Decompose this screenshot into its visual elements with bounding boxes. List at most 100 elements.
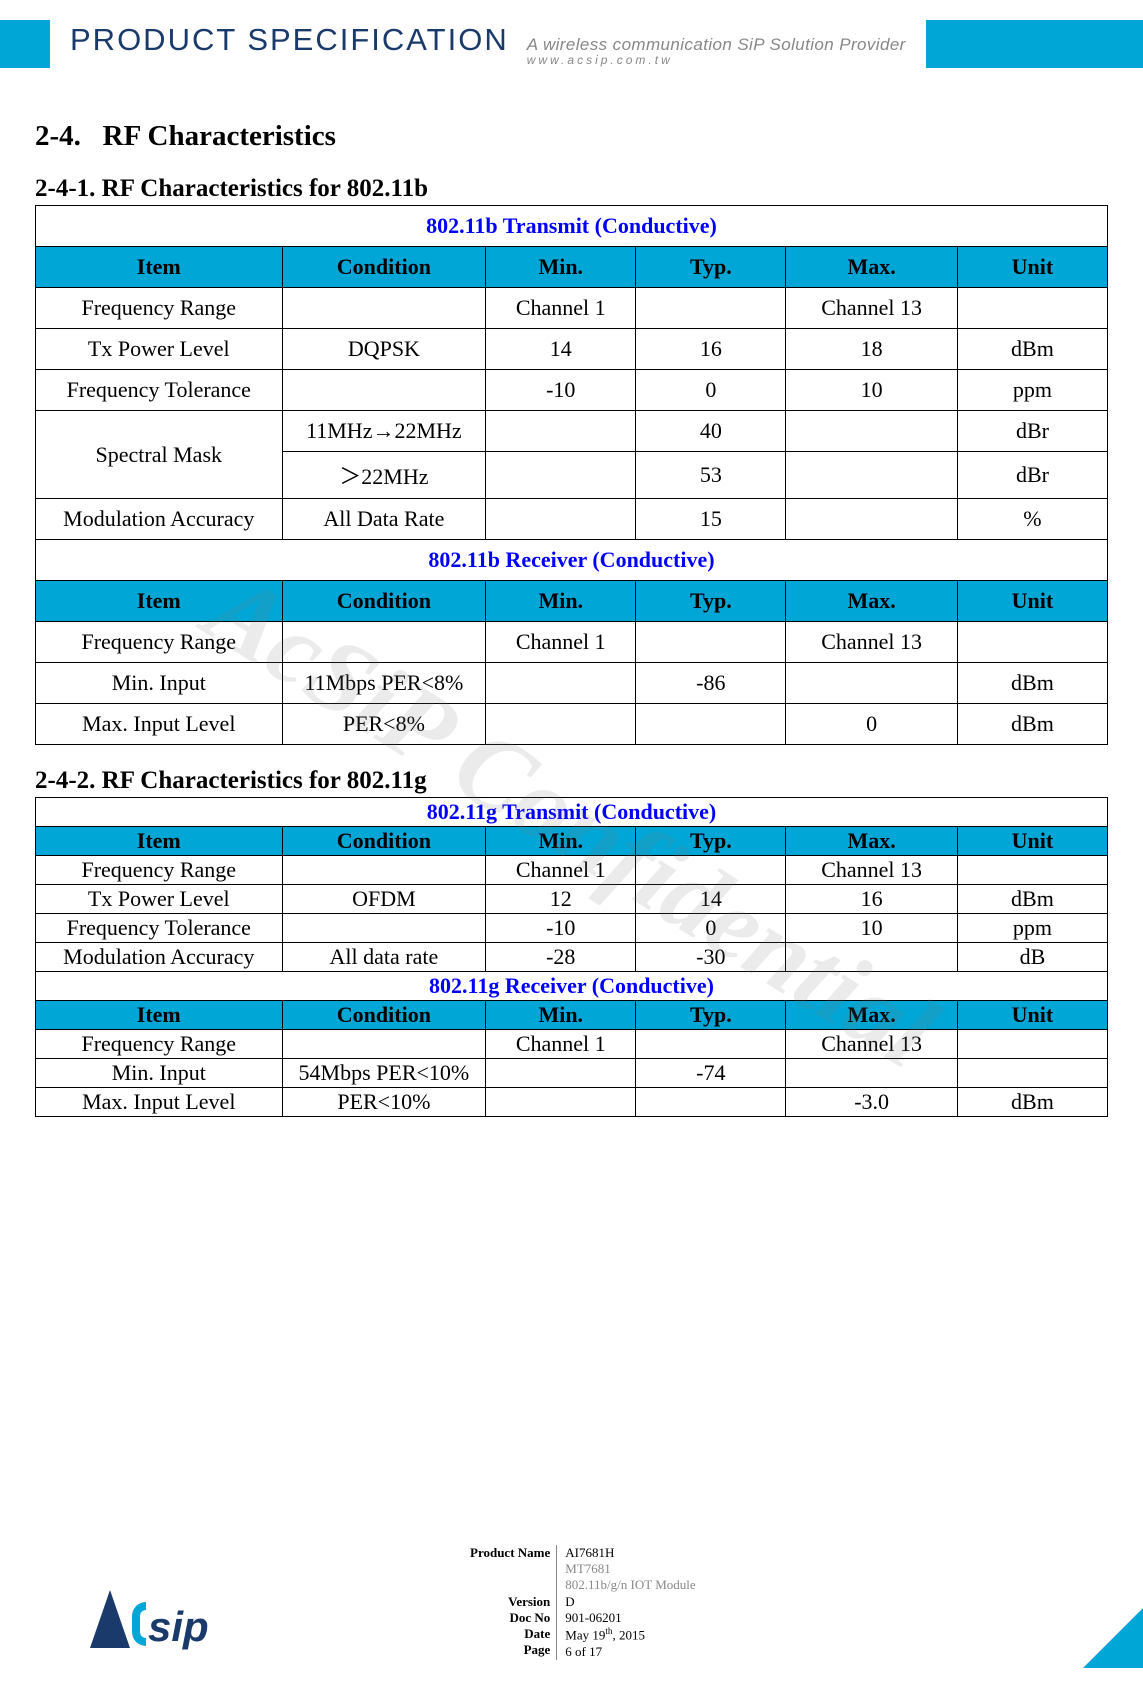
- cell-typ: -30: [636, 943, 786, 972]
- cell-cond: All data rate: [282, 943, 486, 972]
- cell-cond: ＞22MHz: [282, 452, 486, 499]
- cell-unit: [957, 856, 1107, 885]
- cell-item: Frequency Range: [36, 288, 283, 329]
- footer-meta-label: Product Name: [470, 1545, 550, 1561]
- table-column-header: Condition: [282, 581, 486, 622]
- cell-max: [786, 411, 958, 452]
- cell-typ: 0: [636, 914, 786, 943]
- cell-item: Modulation Accuracy: [36, 499, 283, 540]
- cell-typ: [636, 1030, 786, 1059]
- table-column-header: Unit: [957, 1001, 1107, 1030]
- cell-min: -28: [486, 943, 636, 972]
- cell-item: Tx Power Level: [36, 885, 283, 914]
- section-title: RF Characteristics: [103, 120, 336, 152]
- table-row: Max. Input LevelPER<10%-3.0dBm: [36, 1088, 1108, 1117]
- table-column-header: Max.: [786, 1001, 958, 1030]
- cell-min: [486, 411, 636, 452]
- cell-min: [486, 452, 636, 499]
- table-column-header: Condition: [282, 827, 486, 856]
- table-row: Modulation AccuracyAll Data Rate15%: [36, 499, 1108, 540]
- section-number: 2-4.: [35, 120, 81, 152]
- table-column-header: Typ.: [636, 1001, 786, 1030]
- cell-typ: 14: [636, 885, 786, 914]
- logo-mark-c: [132, 1602, 146, 1646]
- header-text-box: PRODUCT SPECIFICATION A wireless communi…: [50, 20, 926, 68]
- cell-min: [486, 1088, 636, 1117]
- subsection-heading: 2-4-1. RF Characteristics for 802.11b: [35, 175, 1108, 203]
- cell-item: Spectral Mask: [36, 411, 283, 499]
- cell-min: Channel 1: [486, 288, 636, 329]
- cell-unit: dB: [957, 943, 1107, 972]
- table-row: Frequency Tolerance-10010ppm: [36, 370, 1108, 411]
- cell-min: -10: [486, 370, 636, 411]
- footer-meta-value: 802.11b/g/n IOT Module: [565, 1577, 695, 1593]
- table-row: Min. Input54Mbps PER<10%-74: [36, 1059, 1108, 1088]
- cell-unit: dBm: [957, 704, 1107, 745]
- cell-min: [486, 499, 636, 540]
- cell-item: Modulation Accuracy: [36, 943, 283, 972]
- table-column-header: Unit: [957, 247, 1107, 288]
- table-column-header: Item: [36, 581, 283, 622]
- spec-table: 802.11g Transmit (Conductive)ItemConditi…: [35, 797, 1108, 1117]
- cell-max: [786, 499, 958, 540]
- cell-unit: [957, 622, 1107, 663]
- cell-max: [786, 943, 958, 972]
- cell-max: Channel 13: [786, 288, 958, 329]
- cell-typ: 40: [636, 411, 786, 452]
- cell-typ: 15: [636, 499, 786, 540]
- footer-meta-label: Version: [470, 1594, 550, 1610]
- table-section-title: 802.11g Transmit (Conductive): [36, 798, 1108, 827]
- table-column-header: Max.: [786, 581, 958, 622]
- table-section-title: 802.11b Transmit (Conductive): [36, 206, 1108, 247]
- footer-meta-label: Page: [470, 1642, 550, 1658]
- cell-max: Channel 13: [786, 1030, 958, 1059]
- cell-cond: All Data Rate: [282, 499, 486, 540]
- cell-cond: 54Mbps PER<10%: [282, 1059, 486, 1088]
- table-row: Frequency RangeChannel 1Channel 13: [36, 856, 1108, 885]
- cell-max: [786, 663, 958, 704]
- table-column-header: Unit: [957, 827, 1107, 856]
- table-column-header: Typ.: [636, 581, 786, 622]
- cell-unit: [957, 1059, 1107, 1088]
- cell-typ: 53: [636, 452, 786, 499]
- table-row: Frequency Range Channel 1 Channel 13: [36, 288, 1108, 329]
- cell-min: [486, 663, 636, 704]
- table-column-header: Condition: [282, 247, 486, 288]
- footer-meta-value: 6 of 17: [565, 1644, 695, 1660]
- table-row: Tx Power LevelDQPSK141618dBm: [36, 329, 1108, 370]
- cell-min: Channel 1: [486, 622, 636, 663]
- cell-unit: dBm: [957, 329, 1107, 370]
- cell-typ: [636, 288, 786, 329]
- cell-cond: PER<10%: [282, 1088, 486, 1117]
- table-column-header: Item: [36, 827, 283, 856]
- cell-item: Max. Input Level: [36, 704, 283, 745]
- cell-cond: [282, 288, 486, 329]
- content: 2-4. RF Characteristics 2-4-1. RF Charac…: [0, 120, 1143, 1117]
- footer-meta-label: Doc No: [470, 1610, 550, 1626]
- cell-item: Frequency Tolerance: [36, 914, 283, 943]
- cell-typ: 0: [636, 370, 786, 411]
- footer-meta-value: May 19th, 2015: [565, 1626, 695, 1644]
- footer-corner-triangle: [1083, 1608, 1143, 1668]
- cell-max: 10: [786, 370, 958, 411]
- cell-min: [486, 704, 636, 745]
- table-section-title: 802.11g Receiver (Conductive): [36, 972, 1108, 1001]
- cell-min: -10: [486, 914, 636, 943]
- footer-meta-label: Date: [470, 1626, 550, 1642]
- cell-typ: [636, 1088, 786, 1117]
- subsection-heading: 2-4-2. RF Characteristics for 802.11g: [35, 767, 1108, 795]
- table-row: Min. Input11Mbps PER<8%-86dBm: [36, 663, 1108, 704]
- cell-item: Frequency Range: [36, 1030, 283, 1059]
- section-heading: 2-4. RF Characteristics: [35, 120, 1108, 153]
- cell-max: Channel 13: [786, 856, 958, 885]
- table-section-title: 802.11b Receiver (Conductive): [36, 540, 1108, 581]
- cell-typ: [636, 622, 786, 663]
- cell-unit: dBm: [957, 663, 1107, 704]
- cell-cond: [282, 370, 486, 411]
- header-subtitle-block: A wireless communication SiP Solution Pr…: [527, 36, 906, 66]
- cell-typ: -74: [636, 1059, 786, 1088]
- cell-min: 12: [486, 885, 636, 914]
- cell-cond: DQPSK: [282, 329, 486, 370]
- cell-min: Channel 1: [486, 1030, 636, 1059]
- header-title: PRODUCT SPECIFICATION: [70, 22, 509, 58]
